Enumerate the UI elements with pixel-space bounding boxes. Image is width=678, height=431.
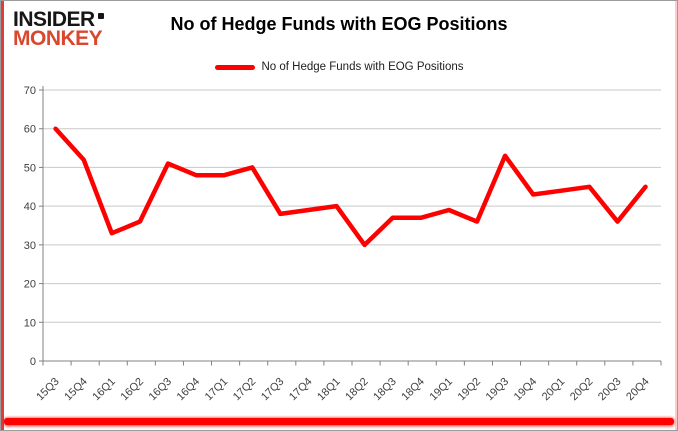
svg-text:20Q3: 20Q3 <box>596 376 624 404</box>
svg-text:0: 0 <box>30 356 36 368</box>
svg-text:18Q1: 18Q1 <box>315 376 343 404</box>
svg-text:20: 20 <box>24 279 36 291</box>
svg-text:16Q4: 16Q4 <box>175 376 203 404</box>
svg-text:60: 60 <box>24 124 36 136</box>
svg-text:20Q2: 20Q2 <box>568 376 596 404</box>
svg-text:18Q2: 18Q2 <box>343 376 371 404</box>
chart-legend: No of Hedge Funds with EOG Positions <box>1 61 677 73</box>
svg-text:19Q3: 19Q3 <box>484 376 512 404</box>
logo-line-monkey: MONKEY <box>13 27 103 51</box>
svg-text:19Q2: 19Q2 <box>456 376 484 404</box>
svg-text:16Q1: 16Q1 <box>90 376 118 404</box>
right-accent-strip <box>675 1 677 430</box>
svg-text:40: 40 <box>24 201 36 213</box>
svg-text:15Q3: 15Q3 <box>34 376 62 404</box>
svg-text:17Q3: 17Q3 <box>259 376 287 404</box>
svg-text:30: 30 <box>24 240 36 252</box>
svg-text:70: 70 <box>24 85 36 97</box>
left-accent-strip <box>1 1 4 430</box>
svg-text:20Q1: 20Q1 <box>540 376 568 404</box>
legend-line-icon <box>214 64 255 70</box>
logo-text-insider: INSIDER <box>13 8 95 31</box>
page-title: No of Hedge Funds with EOG Positions <box>170 14 508 34</box>
svg-text:16Q2: 16Q2 <box>119 376 147 404</box>
svg-text:20Q4: 20Q4 <box>624 376 652 404</box>
svg-text:18Q3: 18Q3 <box>371 376 399 404</box>
logo-dot-icon <box>97 13 104 19</box>
logo-line-insider: INSIDER <box>13 8 104 31</box>
svg-text:10: 10 <box>24 317 36 329</box>
svg-text:17Q1: 17Q1 <box>203 376 231 404</box>
svg-text:50: 50 <box>24 162 36 174</box>
svg-text:18Q4: 18Q4 <box>399 376 427 404</box>
svg-text:19Q1: 19Q1 <box>428 376 456 404</box>
bottom-accent-bar <box>4 418 674 425</box>
svg-text:17Q4: 17Q4 <box>287 376 315 404</box>
insider-monkey-logo: INSIDER MONKEY <box>13 8 104 51</box>
svg-text:16Q3: 16Q3 <box>147 376 175 404</box>
svg-text:19Q4: 19Q4 <box>512 376 540 404</box>
svg-text:15Q4: 15Q4 <box>62 376 90 404</box>
legend-label: No of Hedge Funds with EOG Positions <box>261 61 464 73</box>
svg-text:17Q2: 17Q2 <box>231 376 259 404</box>
